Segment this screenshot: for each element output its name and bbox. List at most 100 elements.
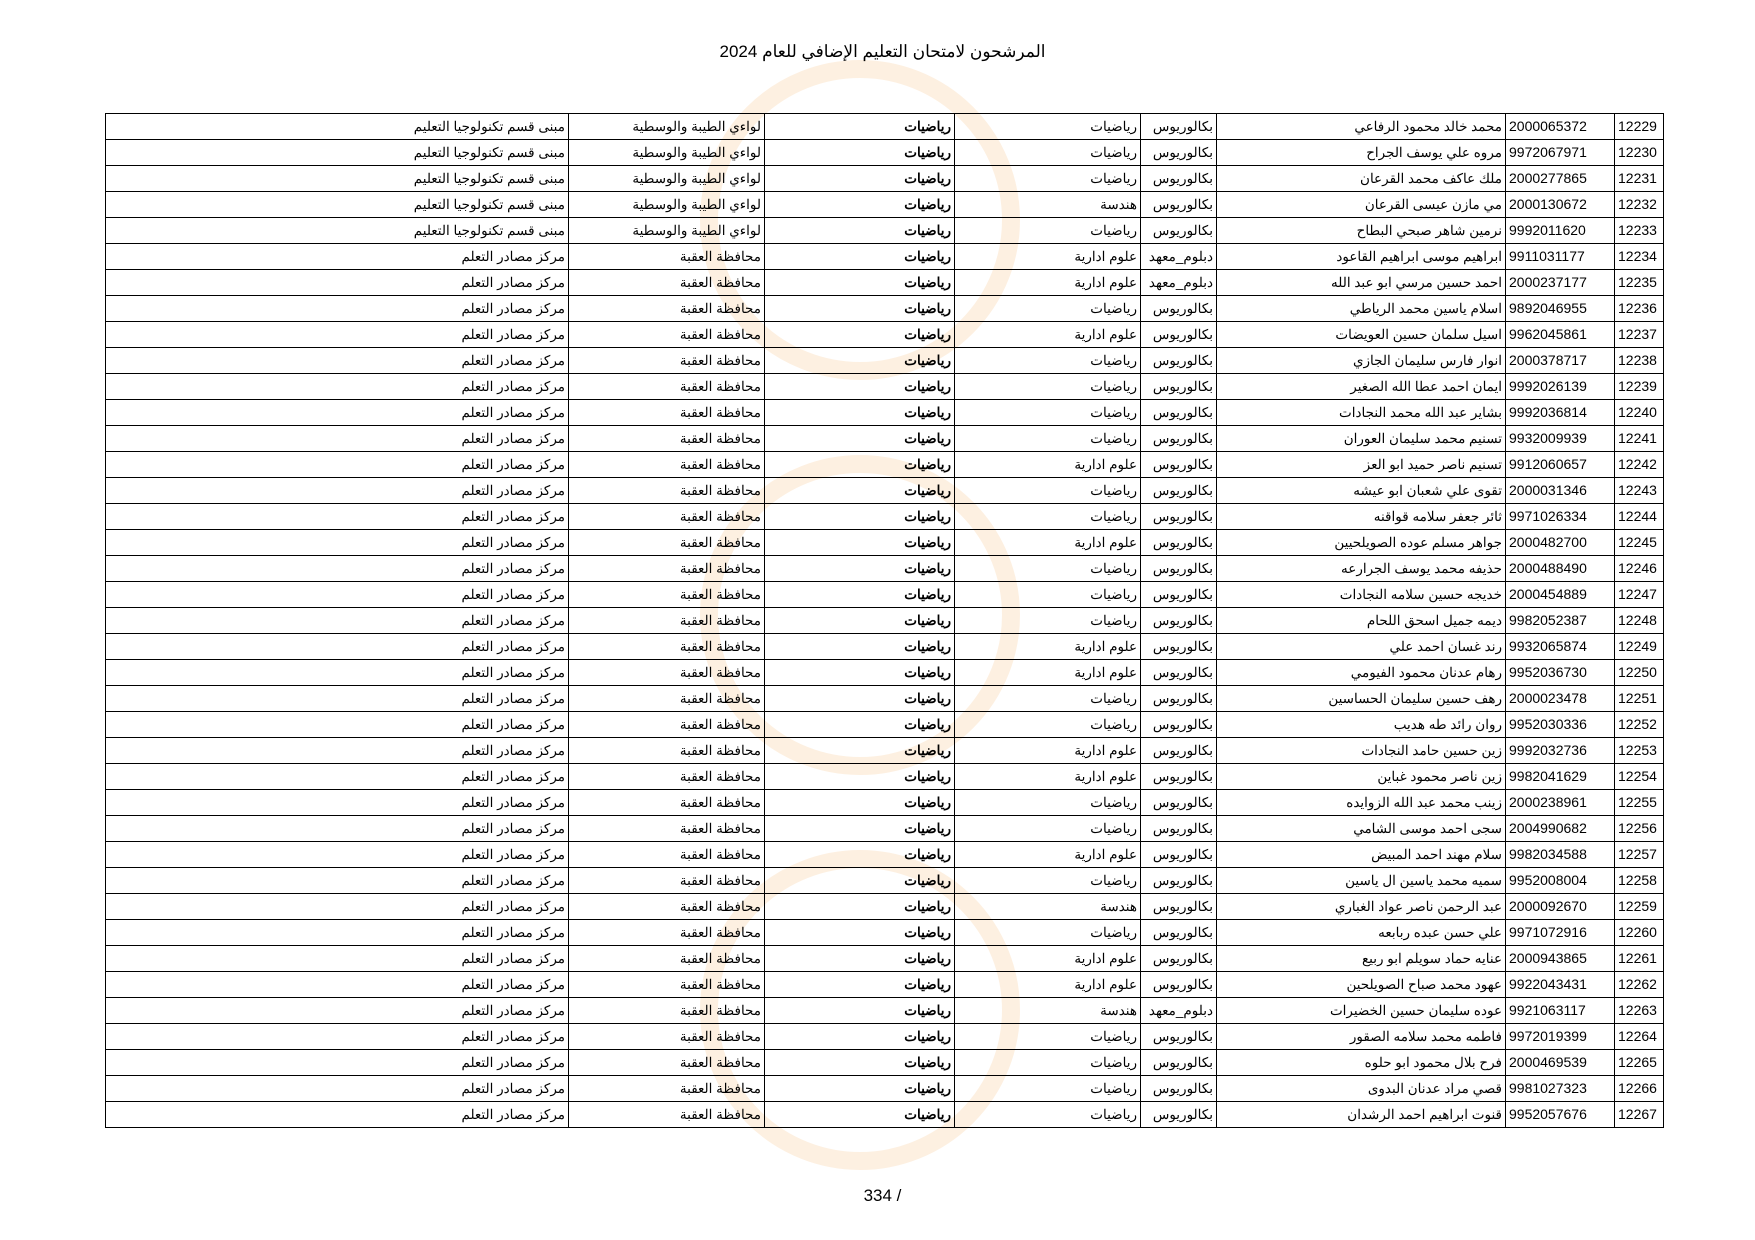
- exam-center-cell: مركز مصادر التعلم: [105, 1049, 569, 1076]
- table-row: 12249 9932065874 رند غسان احمد علي بكالوريو…: [105, 633, 1664, 660]
- exam-center-cell: مركز مصادر التعلم: [105, 321, 569, 348]
- subject-cell: رياضيات: [764, 841, 955, 868]
- specialization-cell: رياضيات: [954, 217, 1141, 244]
- exam-center-cell: مركز مصادر التعلم: [105, 997, 569, 1024]
- exam-center-cell: مركز مصادر التعلم: [105, 607, 569, 634]
- directorate-cell: محافظة العقبة: [568, 1075, 765, 1102]
- serial-cell: 12266: [1614, 1075, 1664, 1102]
- directorate-cell: محافظة العقبة: [568, 815, 765, 842]
- exam-center-cell: مركز مصادر التعلم: [105, 503, 569, 530]
- specialization-cell: رياضيات: [954, 347, 1141, 374]
- degree-cell: بكالوريوس: [1140, 477, 1217, 504]
- serial-cell: 12251: [1614, 685, 1664, 712]
- subject-cell: رياضيات: [764, 1075, 955, 1102]
- serial-cell: 12265: [1614, 1049, 1664, 1076]
- table-row: 12230 9972067971 مروه علي يوسف الجراح بكالو…: [105, 139, 1664, 166]
- specialization-cell: رياضيات: [954, 581, 1141, 608]
- specialization-cell: علوم ادارية: [954, 451, 1141, 478]
- serial-cell: 12240: [1614, 399, 1664, 426]
- name-cell: تسنيم محمد سليمان العوران: [1216, 425, 1506, 452]
- exam-center-cell: مبنى قسم تكنولوجيا التعليم: [105, 191, 569, 218]
- exam-center-cell: مركز مصادر التعلم: [105, 451, 569, 478]
- serial-cell: 12254: [1614, 763, 1664, 790]
- subject-cell: رياضيات: [764, 1101, 955, 1128]
- name-cell: جواهر مسلم عوده الصويلحيين: [1216, 529, 1506, 556]
- subject-cell: رياضيات: [764, 607, 955, 634]
- national-id-cell: 9972067971: [1505, 139, 1615, 166]
- directorate-cell: محافظة العقبة: [568, 555, 765, 582]
- name-cell: عنايه حماد سويلم ابو ربيع: [1216, 945, 1506, 972]
- name-cell: ملك عاكف محمد القرعان: [1216, 165, 1506, 192]
- specialization-cell: رياضيات: [954, 1101, 1141, 1128]
- directorate-cell: محافظة العقبة: [568, 1049, 765, 1076]
- subject-cell: رياضيات: [764, 165, 955, 192]
- national-id-cell: 9982041629: [1505, 763, 1615, 790]
- directorate-cell: لواءي الطيبة والوسطية: [568, 217, 765, 244]
- degree-cell: بكالوريوس: [1140, 737, 1217, 764]
- degree-cell: بكالوريوس: [1140, 633, 1217, 660]
- table-row: 12264 9972019399 فاطمه محمد سلامه الصقور بك…: [105, 1023, 1664, 1050]
- subject-cell: رياضيات: [764, 1049, 955, 1076]
- serial-cell: 12232: [1614, 191, 1664, 218]
- exam-center-cell: مركز مصادر التعلم: [105, 477, 569, 504]
- subject-cell: رياضيات: [764, 971, 955, 998]
- directorate-cell: محافظة العقبة: [568, 347, 765, 374]
- specialization-cell: رياضيات: [954, 425, 1141, 452]
- subject-cell: رياضيات: [764, 347, 955, 374]
- serial-cell: 12255: [1614, 789, 1664, 816]
- exam-center-cell: مركز مصادر التعلم: [105, 269, 569, 296]
- national-id-cell: 9921063117: [1505, 997, 1615, 1024]
- degree-cell: بكالوريوس: [1140, 1023, 1217, 1050]
- subject-cell: رياضيات: [764, 399, 955, 426]
- specialization-cell: رياضيات: [954, 113, 1141, 140]
- table-row: 12253 9992032736 زين حسين حامد النجادات بكا…: [105, 737, 1664, 764]
- table-row: 12267 9952057676 قنوت ابراهيم احمد الرشدان…: [105, 1101, 1664, 1128]
- exam-center-cell: مركز مصادر التعلم: [105, 399, 569, 426]
- directorate-cell: محافظة العقبة: [568, 295, 765, 322]
- national-id-cell: 2000130672: [1505, 191, 1615, 218]
- name-cell: زين حسين حامد النجادات: [1216, 737, 1506, 764]
- exam-center-cell: مركز مصادر التعلم: [105, 1023, 569, 1050]
- serial-cell: 12229: [1614, 113, 1664, 140]
- table-row: 12233 9992011620 نرمين شاهر صبحي البطاح بكا…: [105, 217, 1664, 244]
- degree-cell: دبلوم_معهد: [1140, 243, 1217, 270]
- exam-center-cell: مركز مصادر التعلم: [105, 893, 569, 920]
- degree-cell: دبلوم_معهد: [1140, 269, 1217, 296]
- serial-cell: 12236: [1614, 295, 1664, 322]
- national-id-cell: 2000454889: [1505, 581, 1615, 608]
- degree-cell: بكالوريوس: [1140, 1049, 1217, 1076]
- national-id-cell: 9892046955: [1505, 295, 1615, 322]
- subject-cell: رياضيات: [764, 919, 955, 946]
- exam-center-cell: مركز مصادر التعلم: [105, 815, 569, 842]
- directorate-cell: لواءي الطيبة والوسطية: [568, 165, 765, 192]
- exam-center-cell: مركز مصادر التعلم: [105, 659, 569, 686]
- serial-cell: 12250: [1614, 659, 1664, 686]
- directorate-cell: محافظة العقبة: [568, 451, 765, 478]
- specialization-cell: رياضيات: [954, 555, 1141, 582]
- degree-cell: بكالوريوس: [1140, 1075, 1217, 1102]
- directorate-cell: محافظة العقبة: [568, 763, 765, 790]
- serial-cell: 12231: [1614, 165, 1664, 192]
- table-row: 12266 9981027323 قصي مراد عدنان البدوى بكال…: [105, 1075, 1664, 1102]
- national-id-cell: 2000488490: [1505, 555, 1615, 582]
- national-id-cell: 9992011620: [1505, 217, 1615, 244]
- subject-cell: رياضيات: [764, 763, 955, 790]
- table-row: 12260 9971072916 علي حسن عبده ربابعه بكالور…: [105, 919, 1664, 946]
- degree-cell: بكالوريوس: [1140, 607, 1217, 634]
- table-row: 12243 2000031346 تقوى علي شعبان ابو عيشه بك…: [105, 477, 1664, 504]
- specialization-cell: رياضيات: [954, 1023, 1141, 1050]
- serial-cell: 12234: [1614, 243, 1664, 270]
- national-id-cell: 9971026334: [1505, 503, 1615, 530]
- directorate-cell: محافظة العقبة: [568, 867, 765, 894]
- directorate-cell: محافظة العقبة: [568, 425, 765, 452]
- degree-cell: بكالوريوس: [1140, 945, 1217, 972]
- exam-center-cell: مركز مصادر التعلم: [105, 685, 569, 712]
- directorate-cell: محافظة العقبة: [568, 659, 765, 686]
- name-cell: رهف حسين سليمان الحساسين: [1216, 685, 1506, 712]
- national-id-cell: 9952036730: [1505, 659, 1615, 686]
- national-id-cell: 9962045861: [1505, 321, 1615, 348]
- degree-cell: بكالوريوس: [1140, 295, 1217, 322]
- table-row: 12241 9932009939 تسنيم محمد سليمان العوران…: [105, 425, 1664, 452]
- serial-cell: 12267: [1614, 1101, 1664, 1128]
- serial-cell: 12257: [1614, 841, 1664, 868]
